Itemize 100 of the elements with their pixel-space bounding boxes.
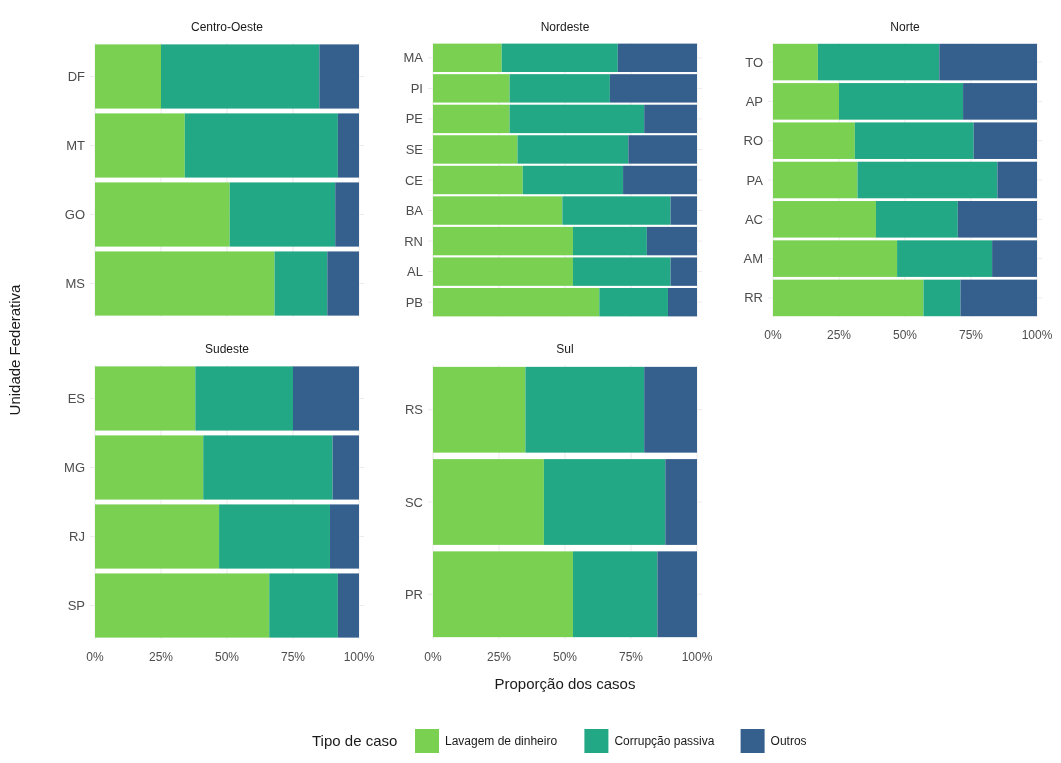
- y-tick-label: PE: [405, 111, 424, 127]
- bar: [219, 504, 330, 569]
- x-tick-label: 100%: [343, 650, 375, 664]
- bar: [327, 251, 359, 316]
- y-tick-label: AP: [745, 93, 763, 109]
- y-tick-label: PB: [405, 294, 423, 310]
- bar: [433, 104, 510, 134]
- chart-title: Sul: [556, 342, 574, 356]
- bar: [203, 435, 333, 500]
- bar: [817, 43, 940, 81]
- bar: [897, 240, 993, 277]
- bar: [572, 257, 671, 286]
- legend-label: Lavagem de dinheiro: [445, 734, 558, 749]
- x-tick-label: 25%: [486, 650, 512, 664]
- y-tick-label: PI: [410, 80, 423, 96]
- y-tick-label: ES: [67, 391, 86, 407]
- bar: [773, 43, 818, 81]
- chart-title: Centro-Oeste: [190, 20, 264, 34]
- y-tick-label: MS: [65, 276, 86, 292]
- bar: [433, 366, 526, 453]
- bar: [433, 257, 573, 286]
- bar: [923, 279, 961, 317]
- bar: [572, 226, 647, 256]
- bar: [184, 113, 338, 178]
- bar: [161, 44, 320, 109]
- x-tick-label: 75%: [280, 650, 306, 664]
- bar: [195, 366, 293, 431]
- x-tick-label: 50%: [892, 328, 918, 342]
- y-tick-label: TO: [745, 54, 763, 70]
- legend-title: Tipo de caso: [312, 732, 398, 750]
- y-tick-label: SC: [404, 494, 423, 510]
- bar: [329, 504, 359, 569]
- bar: [95, 251, 275, 316]
- y-tick-label: AM: [743, 251, 763, 267]
- y-axis-title: Unidade Federativa: [6, 283, 23, 416]
- bar: [773, 279, 924, 317]
- bar: [957, 201, 1037, 238]
- bar: [509, 74, 610, 103]
- y-tick-label: PA: [746, 172, 764, 188]
- bar: [623, 165, 697, 195]
- bar: [332, 435, 359, 500]
- bar: [433, 287, 600, 317]
- bar: [319, 44, 359, 109]
- bar: [670, 257, 697, 286]
- chart-title: Sudeste: [204, 342, 250, 356]
- bar: [433, 459, 544, 545]
- bar: [433, 551, 573, 638]
- bar: [293, 366, 359, 431]
- bar: [337, 113, 359, 178]
- bar: [628, 135, 697, 164]
- bar: [517, 135, 629, 164]
- y-tick-label: RR: [744, 290, 763, 306]
- y-tick-label: RN: [404, 233, 423, 249]
- y-tick-label: CE: [404, 172, 424, 188]
- y-tick-label: SE: [405, 142, 424, 157]
- bar: [646, 226, 697, 256]
- bar: [433, 226, 573, 256]
- bar: [609, 74, 697, 103]
- bar: [939, 43, 1037, 81]
- x-tick-label: 0%: [86, 650, 104, 664]
- bar: [95, 113, 185, 178]
- bar: [857, 161, 998, 199]
- y-tick-label: RJ: [69, 529, 85, 545]
- bar: [665, 459, 697, 545]
- bar: [773, 122, 855, 159]
- bar: [562, 196, 671, 225]
- legend-label: Outros: [770, 734, 807, 749]
- x-tick-label: 100%: [681, 650, 713, 664]
- y-tick-label: MG: [64, 460, 85, 476]
- x-tick-label: 50%: [552, 650, 578, 664]
- bar: [657, 551, 697, 638]
- bar: [509, 104, 645, 134]
- bar: [773, 161, 858, 199]
- y-tick-label: SP: [67, 598, 85, 614]
- bar: [773, 240, 898, 277]
- bar: [95, 573, 270, 638]
- bar: [670, 196, 697, 225]
- bar: [599, 287, 668, 317]
- y-tick-label: MT: [66, 138, 86, 154]
- bar: [337, 573, 359, 638]
- bar: [773, 83, 839, 120]
- bar: [335, 182, 359, 247]
- bar: [433, 196, 563, 225]
- bar: [95, 435, 204, 500]
- chart-title: Norte: [890, 20, 920, 34]
- bar: [773, 201, 876, 238]
- bar: [997, 161, 1037, 199]
- bar: [433, 43, 502, 73]
- x-tick-label: 0%: [424, 650, 442, 664]
- bar: [433, 74, 510, 103]
- bar: [963, 83, 1037, 120]
- y-tick-label: AC: [744, 211, 763, 227]
- bar: [274, 251, 328, 316]
- bar: [572, 551, 658, 638]
- x-tick-label: 75%: [618, 650, 644, 664]
- y-tick-label: AL: [407, 264, 423, 280]
- bar: [229, 182, 336, 247]
- bar: [269, 573, 338, 638]
- bar: [525, 366, 645, 453]
- bar: [644, 366, 697, 453]
